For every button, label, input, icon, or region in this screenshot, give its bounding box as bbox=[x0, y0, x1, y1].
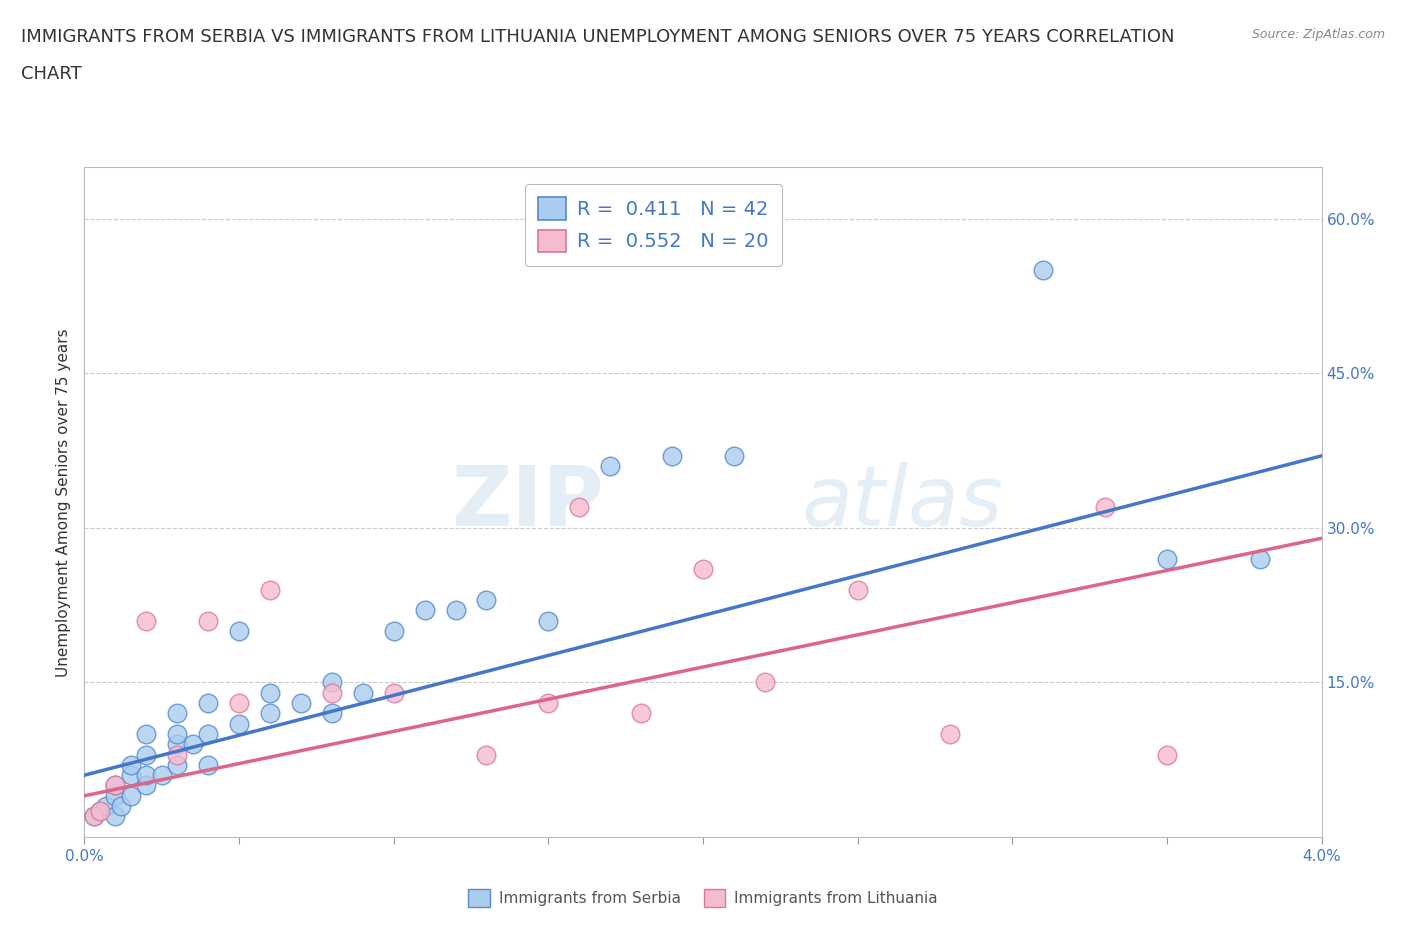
Point bbox=[537, 613, 560, 628]
Point bbox=[1094, 500, 1116, 515]
Legend: R =  0.411   N = 42, R =  0.552   N = 20: R = 0.411 N = 42, R = 0.552 N = 20 bbox=[524, 184, 782, 266]
Point bbox=[599, 458, 621, 473]
Point bbox=[104, 809, 127, 824]
Point bbox=[475, 592, 498, 607]
Point bbox=[382, 685, 405, 700]
Point bbox=[321, 685, 343, 700]
Point bbox=[104, 789, 127, 804]
Point bbox=[382, 623, 405, 638]
Point bbox=[475, 747, 498, 762]
Point bbox=[135, 768, 157, 783]
Point bbox=[290, 696, 312, 711]
Point bbox=[166, 726, 188, 741]
Point bbox=[166, 747, 188, 762]
Point bbox=[754, 675, 776, 690]
Point bbox=[568, 500, 591, 515]
Point bbox=[1249, 551, 1271, 566]
Point bbox=[181, 737, 204, 751]
Point bbox=[692, 562, 714, 577]
Point bbox=[444, 603, 467, 618]
Point bbox=[166, 737, 188, 751]
Text: IMMIGRANTS FROM SERBIA VS IMMIGRANTS FROM LITHUANIA UNEMPLOYMENT AMONG SENIORS O: IMMIGRANTS FROM SERBIA VS IMMIGRANTS FRO… bbox=[21, 28, 1174, 46]
Point bbox=[89, 804, 111, 818]
Point bbox=[939, 726, 962, 741]
Legend: Immigrants from Serbia, Immigrants from Lithuania: Immigrants from Serbia, Immigrants from … bbox=[463, 884, 943, 913]
Text: CHART: CHART bbox=[21, 65, 82, 83]
Point bbox=[135, 747, 157, 762]
Point bbox=[104, 778, 127, 793]
Point bbox=[110, 799, 132, 814]
Point bbox=[630, 706, 652, 721]
Point bbox=[135, 726, 157, 741]
Point bbox=[259, 706, 281, 721]
Point bbox=[83, 809, 105, 824]
Point bbox=[1032, 263, 1054, 278]
Point bbox=[120, 789, 142, 804]
Point bbox=[228, 716, 250, 731]
Point bbox=[150, 768, 173, 783]
Point bbox=[259, 685, 281, 700]
Point bbox=[166, 706, 188, 721]
Point bbox=[259, 582, 281, 597]
Point bbox=[120, 757, 142, 772]
Point bbox=[846, 582, 869, 597]
Point bbox=[94, 799, 117, 814]
Point bbox=[228, 623, 250, 638]
Point bbox=[723, 448, 745, 463]
Y-axis label: Unemployment Among Seniors over 75 years: Unemployment Among Seniors over 75 years bbox=[56, 328, 72, 676]
Point bbox=[197, 757, 219, 772]
Text: atlas: atlas bbox=[801, 461, 1004, 543]
Point bbox=[352, 685, 374, 700]
Point bbox=[321, 675, 343, 690]
Text: ZIP: ZIP bbox=[451, 461, 605, 543]
Point bbox=[89, 804, 111, 818]
Point bbox=[135, 778, 157, 793]
Point bbox=[228, 696, 250, 711]
Point bbox=[321, 706, 343, 721]
Text: Source: ZipAtlas.com: Source: ZipAtlas.com bbox=[1251, 28, 1385, 41]
Point bbox=[197, 696, 219, 711]
Point bbox=[537, 696, 560, 711]
Point bbox=[1156, 747, 1178, 762]
Point bbox=[661, 448, 683, 463]
Point bbox=[166, 757, 188, 772]
Point bbox=[1156, 551, 1178, 566]
Point bbox=[197, 726, 219, 741]
Point bbox=[135, 613, 157, 628]
Point bbox=[104, 778, 127, 793]
Point bbox=[120, 768, 142, 783]
Point bbox=[83, 809, 105, 824]
Point bbox=[413, 603, 436, 618]
Point bbox=[197, 613, 219, 628]
